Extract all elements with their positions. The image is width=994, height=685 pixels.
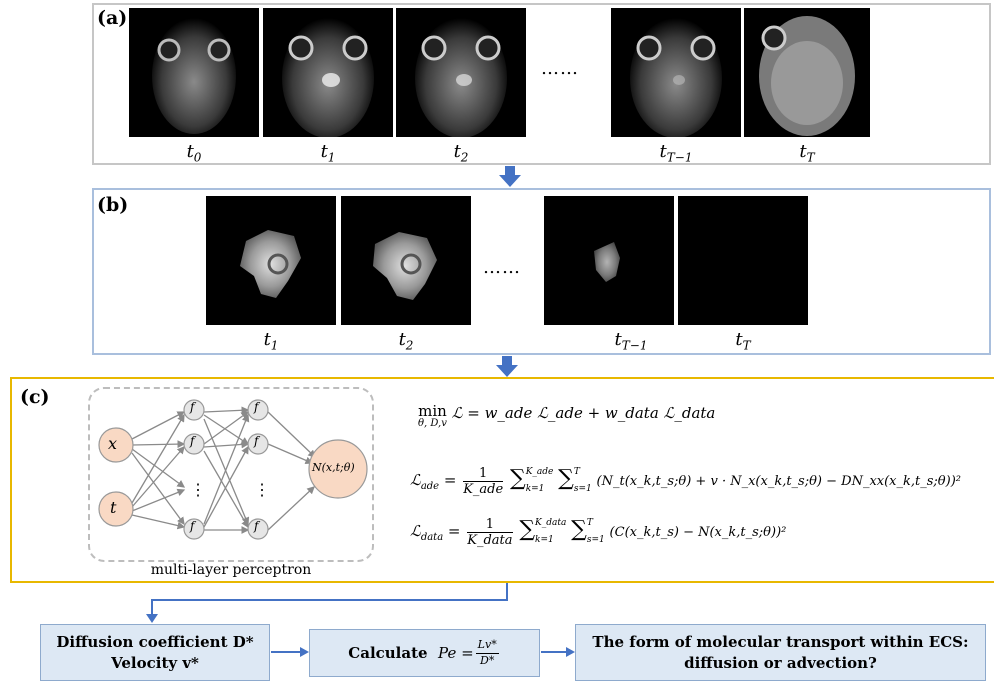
tracer-mask-tT-1: [544, 196, 674, 325]
mlp-input-t: t: [110, 498, 117, 517]
panel-b-time-label: tT: [735, 329, 751, 353]
mlp-output-node: N(x,t;θ): [312, 461, 355, 474]
mlp-hidden-node: f: [190, 400, 195, 414]
arrow-right-icon: [271, 647, 309, 657]
mlp-hidden-node: f: [254, 434, 259, 448]
peclet-number-box: Calculate Pe = Lv* D*: [309, 629, 540, 677]
mri-slice-tT-1: [611, 8, 741, 137]
panel-b-time-label: t2: [398, 329, 414, 353]
mlp-hidden-node: f: [254, 519, 259, 533]
tracer-mask-tT: [678, 196, 808, 325]
diffusion-velocity-box: Diffusion coefficient D* Velocity v*: [40, 624, 270, 681]
connector-line: [146, 583, 508, 623]
mlp-vdots: ⋮: [254, 480, 270, 499]
mlp-frame: [88, 387, 374, 562]
tracer-mask-t1: [206, 196, 336, 325]
panel-a-label: (a): [97, 7, 128, 29]
tracer-mask-t2: [341, 196, 471, 325]
panel-a-time-label: t0: [186, 141, 202, 165]
panel-a-time-label: tT: [799, 141, 815, 165]
mri-slice-t0: [129, 8, 259, 137]
panel-a-time-label: t2: [453, 141, 469, 165]
mlp-hidden-node: f: [254, 400, 259, 414]
panel-b-label: (b): [97, 194, 129, 216]
arrow-right-icon: [541, 647, 575, 657]
mlp-input-x: x: [108, 434, 118, 453]
mri-slice-tT: [744, 8, 870, 137]
panel-c-label: (c): [20, 386, 50, 408]
panel-c-frame: [10, 377, 994, 583]
arrow-down-icon: [499, 166, 521, 187]
mlp-caption: multi-layer perceptron: [150, 562, 312, 578]
panel-a-time-label: t1: [320, 141, 336, 165]
panel-b-ellipsis: ……: [483, 257, 521, 278]
panel-b-frame: [92, 188, 991, 355]
panel-a-frame: [92, 3, 991, 165]
arrow-down-icon: [496, 356, 518, 377]
mri-slice-t2: [396, 8, 526, 137]
panel-b-time-label: t1: [263, 329, 279, 353]
panel-a-ellipsis: ……: [541, 58, 579, 79]
objective-equation: min θ, D,v ℒ = w_ade ℒ_ade + w_data ℒ_da…: [418, 402, 716, 429]
panel-b-time-label: tT−1: [614, 329, 648, 353]
panel-a-time-label: tT−1: [659, 141, 693, 165]
mlp-vdots: ⋮: [190, 480, 206, 499]
mlp-diagram: [98, 399, 368, 540]
transport-form-box: The form of molecular transport within E…: [575, 624, 986, 681]
mri-slice-t1: [263, 8, 393, 137]
mlp-hidden-node: f: [190, 519, 195, 533]
mlp-hidden-node: f: [190, 434, 195, 448]
